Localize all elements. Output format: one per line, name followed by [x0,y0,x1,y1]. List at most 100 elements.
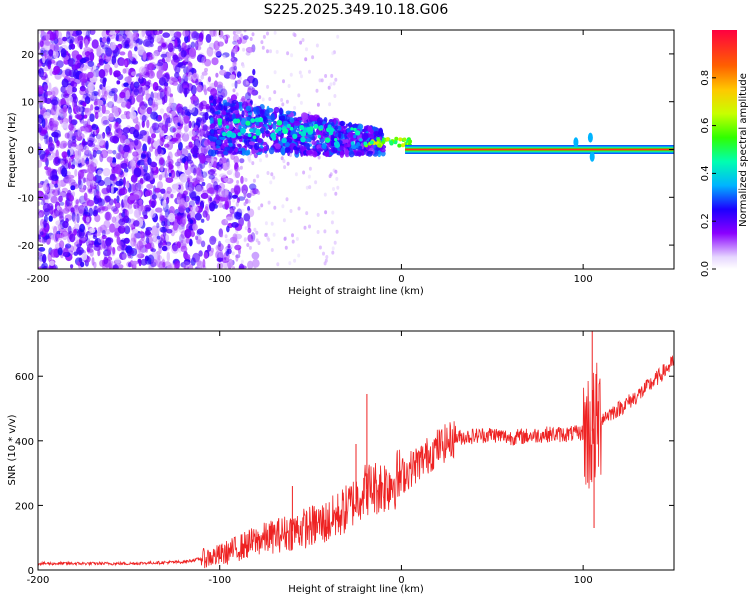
spectrogram-cell [361,132,369,140]
spectrogram-cell [195,235,199,241]
spectrogram-cell [250,118,256,123]
spectrogram-cell [147,35,153,41]
spectrogram-cell [243,213,251,222]
spectrogram-cell [130,174,138,183]
spectrogram-cell [151,133,156,139]
spectrogram-cell [308,69,311,74]
spectrogram-cell [232,40,238,45]
spectrogram-cell [350,127,354,131]
spectrogram-cell [224,200,229,210]
spectrogram-cell [131,60,138,65]
spectrogram-cell [115,152,122,160]
spectrogram-cell [589,151,595,162]
spectrogram-cell [343,143,348,149]
spectrogram-cell [236,134,243,140]
spectrogram-cell [172,81,178,86]
spectrogram-cell [57,31,63,39]
spectrogram-cell [142,143,148,154]
spectrogram-cell [120,238,127,248]
spectrogram-cell [160,164,164,172]
spectrogram-cell [192,252,201,263]
spectrogram-cell [50,195,58,204]
spectrogram-cell [280,147,286,155]
spectrogram-cell [113,92,118,102]
spectrogram-cell [389,140,394,145]
spectrogram-cell [211,200,217,206]
spectrogram-cell [144,134,148,143]
spectrogram-cell [193,138,200,148]
spectrogram-cell [45,76,49,85]
spectrogram-cell [53,43,59,52]
spectrogram-cell [251,87,256,97]
spectrogram-cell [145,226,153,232]
spectrogram-cell [344,132,348,139]
spectrogram-cell [207,187,215,194]
spectrogram-cell [90,104,94,111]
spectrogram-cell [49,121,58,128]
spectrogram-cell [318,245,322,250]
spectrogram-cell [152,92,159,99]
spectrogram-cell [60,190,67,198]
spectrogram-cell [255,114,261,118]
spectrogram-cell [400,143,405,148]
snr-ytick-label: 0 [28,566,34,577]
spectrogram-cell [190,41,196,49]
spectrogram-cell [151,98,156,109]
spectrogram-cell [146,189,150,196]
spectrogram-cell [333,240,337,245]
spectrogram-cell [251,87,255,92]
spectrogram-cell [201,181,206,187]
spectrogram-cell [339,120,346,127]
spectrogram-cell [54,183,59,188]
spectrogram-cell [68,115,73,124]
spectrogram-cell [212,161,218,169]
spectrogram-cell [174,38,178,48]
spectrogram-cell [286,123,291,128]
spectrogram-cell [112,150,117,155]
spectrogram-cell [82,142,87,151]
spectrogram-cell [350,141,355,146]
spectrogram-cell [151,101,159,107]
snr-frame [37,330,675,571]
spectrogram-cell [62,247,69,257]
spectrogram-cell [373,131,379,135]
spectrogram-cell [195,137,200,148]
spectrogram-cell [45,41,52,46]
spectrogram-cell [79,223,85,233]
spectrogram-cell [198,250,203,257]
spectrogram-cell [97,249,101,257]
spectrogram-cell [245,80,249,85]
spectrogram-cell [155,99,163,105]
spectrogram-cell [129,40,137,48]
spectrogram-cell [72,96,79,104]
spectrogram-cell [375,147,381,152]
spectrogram-cell [61,78,69,88]
spectrogram-cell [159,226,168,233]
spectrogram-cell [266,49,269,54]
spectrogram-cell [117,264,124,269]
spectrogram-cell [49,31,56,41]
spectrogram-cell [165,135,172,141]
spectrogram-cell [166,52,172,59]
spectrogram-cell [245,120,251,126]
spectrogram-cell [115,180,123,187]
spectrogram-cell [136,94,144,103]
spectrogram-cell [328,119,334,123]
spectrogram-cell [218,240,222,247]
spectrogram-cell [138,258,142,267]
spectrogram-cell [81,140,87,148]
spectrogram-cell [286,51,290,56]
spectrogram-cell [171,183,179,190]
spectrogram-cell [120,113,128,120]
spectrogram-cell [133,204,137,210]
spectrogram-cell [195,184,203,195]
spectrogram-cell [159,138,164,146]
spectrogram-cell [123,151,130,160]
spectrogram-cell [220,197,229,202]
spectrogram-cell [95,190,101,199]
spectrogram-cell [185,181,190,191]
spectrogram-cell [179,84,184,94]
spectrogram-cell [38,123,42,133]
spectrogram-cell [114,62,119,69]
spectrogram-cell [303,225,307,230]
